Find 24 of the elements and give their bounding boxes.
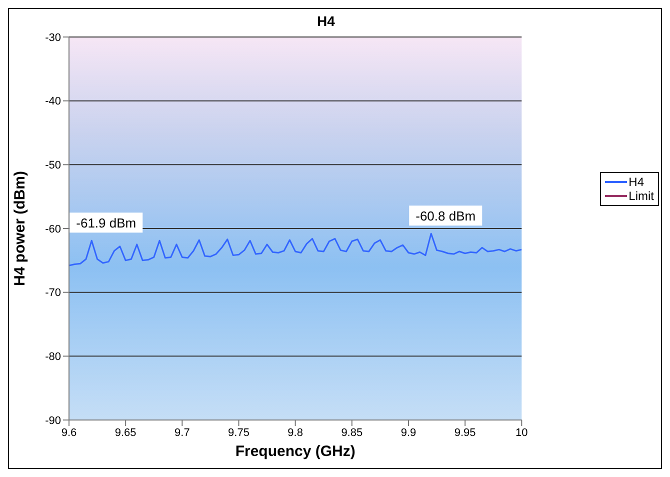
x-tick-label: 9.85	[341, 426, 363, 439]
chart-title: H4	[316, 13, 336, 29]
legend-label: Limit	[628, 189, 654, 203]
y-tick-label: -60	[45, 223, 61, 236]
y-tick-label: -50	[45, 160, 61, 172]
legend-label: H4	[628, 175, 644, 189]
x-tick-label: 9.6	[61, 426, 77, 439]
y-tick-label: -90	[45, 414, 61, 427]
y-tick-label: -30	[45, 32, 61, 44]
y-tick-label: -40	[45, 96, 61, 108]
y-axis-title: H4 power (dBm)	[11, 170, 28, 286]
y-tick-label: -80	[45, 351, 61, 364]
x-tick-label: 9.9	[400, 426, 416, 439]
x-tick-label: 9.8	[288, 426, 303, 439]
x-tick-label: 10	[516, 426, 528, 439]
annotation: -60.8 dBm	[416, 208, 476, 224]
x-tick-label: 9.65	[114, 426, 136, 439]
x-tick-label: 9.75	[228, 426, 250, 439]
y-tick-label: -70	[45, 287, 61, 300]
x-axis-title: Frequency (GHz)	[235, 443, 356, 460]
line-series	[69, 232, 522, 266]
x-tick-label: 9.7	[174, 426, 190, 439]
x-tick-label: 9.95	[454, 426, 476, 439]
annotation: -61.9 dBm	[76, 216, 136, 231]
